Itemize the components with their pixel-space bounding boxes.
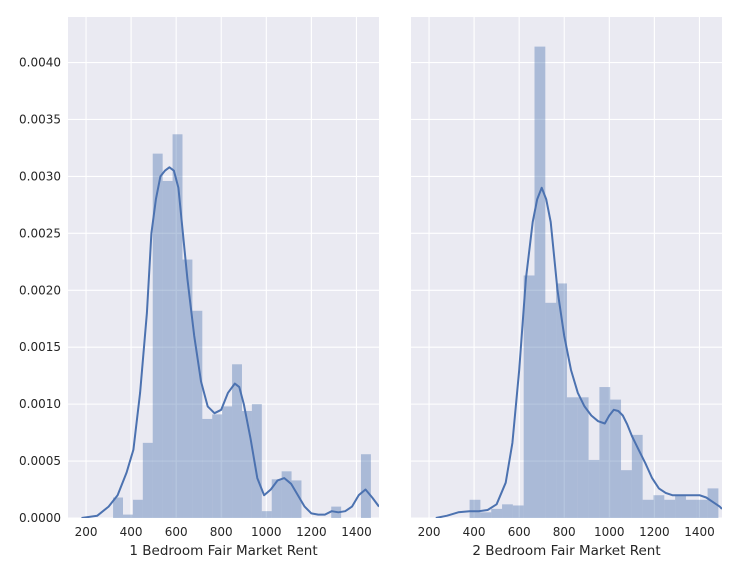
y-tick-label: 0.0030 bbox=[19, 169, 61, 183]
histogram-bar bbox=[491, 508, 503, 518]
histogram-bar bbox=[577, 397, 589, 518]
x-tick-label: 600 bbox=[508, 525, 531, 539]
histogram-bar bbox=[599, 387, 611, 518]
histogram-bar bbox=[631, 434, 643, 518]
histogram-bar bbox=[281, 471, 292, 518]
y-tick-label: 0.0035 bbox=[19, 112, 61, 126]
histogram-bar bbox=[232, 364, 242, 518]
histogram-bar bbox=[523, 275, 535, 518]
x-tick-label: 400 bbox=[120, 525, 143, 539]
x-tick-label: 800 bbox=[210, 525, 233, 539]
histogram-bar bbox=[241, 410, 252, 518]
histogram-bar bbox=[480, 512, 492, 518]
plot-content bbox=[68, 17, 379, 518]
histogram-bar bbox=[251, 404, 262, 518]
y-tick-label: 0.0025 bbox=[19, 226, 61, 240]
histogram-bar bbox=[512, 505, 524, 518]
histogram-bar bbox=[642, 499, 654, 518]
x-tick-label: 1400 bbox=[684, 525, 715, 539]
histogram-bar bbox=[556, 283, 567, 518]
plot-area bbox=[411, 17, 722, 518]
histogram-bar bbox=[162, 180, 173, 518]
histogram-bar bbox=[152, 153, 163, 518]
x-tick-label: 200 bbox=[418, 525, 441, 539]
y-tick-label: 0.0015 bbox=[19, 340, 61, 354]
y-tick-label: 0.0000 bbox=[19, 511, 61, 525]
plot-area bbox=[68, 17, 379, 518]
x-tick-label: 1200 bbox=[296, 525, 327, 539]
histogram-bar bbox=[545, 302, 557, 518]
x-tick-label: 1200 bbox=[639, 525, 670, 539]
x-tick-label: 200 bbox=[75, 525, 98, 539]
histogram-bar bbox=[664, 499, 676, 518]
histogram-bar bbox=[192, 310, 203, 518]
histogram-bar bbox=[685, 499, 697, 518]
plot-content bbox=[411, 17, 722, 518]
kde-line bbox=[81, 166, 379, 518]
y-tick-label: 0.0040 bbox=[19, 56, 61, 70]
histogram-bar bbox=[566, 397, 578, 518]
histogram-bar bbox=[502, 504, 513, 518]
histogram-bar bbox=[271, 479, 282, 518]
x-tick-label: 1400 bbox=[341, 525, 372, 539]
histogram-bar bbox=[172, 134, 183, 518]
x-tick-label: 400 bbox=[463, 525, 486, 539]
histogram-bar bbox=[291, 480, 302, 518]
x-tick-label: 800 bbox=[553, 525, 576, 539]
histogram-bar bbox=[360, 454, 371, 518]
histogram-bar bbox=[122, 514, 133, 518]
histogram-bar bbox=[653, 495, 665, 518]
histogram-bar bbox=[696, 499, 708, 518]
histogram-bar bbox=[212, 414, 223, 518]
histogram-bar bbox=[588, 459, 600, 518]
histogram-bar bbox=[469, 499, 481, 518]
y-tick-label: 0.0005 bbox=[19, 454, 61, 468]
histogram-bar bbox=[534, 46, 546, 518]
histogram-bar bbox=[261, 511, 272, 518]
left-x-axis-label: 1 Bedroom Fair Market Rent bbox=[129, 543, 317, 559]
x-tick-label: 1000 bbox=[251, 525, 282, 539]
y-tick-label: 0.0010 bbox=[19, 397, 61, 411]
histogram-bar bbox=[113, 497, 123, 518]
histogram-bar bbox=[610, 399, 622, 518]
kde-line bbox=[435, 186, 722, 518]
histogram-bar bbox=[202, 418, 213, 518]
histogram-bar bbox=[222, 406, 233, 518]
x-tick-label: 1000 bbox=[594, 525, 625, 539]
left-histogram-panel: 200 400 600 800 1000 1200 1400 0.0000 0.0005 0.00… bbox=[19, 17, 379, 539]
x-tick-label: 600 bbox=[165, 525, 188, 539]
right-histogram-panel: 200 400 600 800 1000 1200 1400 bbox=[411, 17, 722, 539]
histogram-bar bbox=[182, 259, 193, 518]
right-x-axis-label: 2 Bedroom Fair Market Rent bbox=[472, 543, 660, 559]
histogram-bar bbox=[132, 499, 143, 518]
histogram-bar bbox=[675, 495, 686, 518]
histogram-bar bbox=[142, 442, 153, 518]
y-tick-label: 0.0020 bbox=[19, 283, 61, 297]
histogram-bar bbox=[621, 470, 632, 518]
